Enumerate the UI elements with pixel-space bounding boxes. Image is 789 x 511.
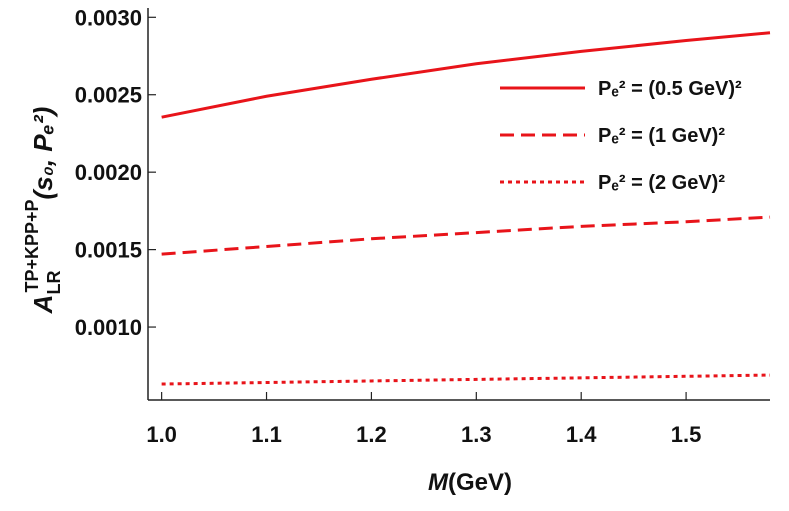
- x-tick-label: 1.2: [356, 422, 387, 447]
- x-label-unit: (GeV): [448, 469, 512, 496]
- y-label-base: A: [28, 295, 58, 315]
- x-tick-label: 1.0: [146, 422, 177, 447]
- legend-label: Pₑ² = (1 GeV)²: [598, 125, 725, 147]
- series-line: [161, 31, 771, 119]
- x-label-var: M: [428, 469, 449, 496]
- x-axis-label: M(GeV): [428, 469, 512, 496]
- y-label-sub: LR: [44, 271, 64, 295]
- y-tick-label: 0.0025: [75, 83, 142, 108]
- x-tick-label: 1.4: [566, 422, 597, 447]
- y-label-sup: TP+KPP+P: [22, 200, 42, 293]
- x-tick-label: 1.1: [251, 422, 282, 447]
- x-tick-label: 1.3: [461, 422, 492, 447]
- y-tick-label: 0.0030: [75, 5, 142, 30]
- series-line: [161, 373, 771, 386]
- legend-label: Pₑ² = (2 GeV)²: [598, 172, 725, 194]
- y-tick-label: 0.0020: [75, 160, 142, 185]
- x-tick-label: 1.5: [671, 422, 702, 447]
- series-line: [161, 215, 771, 256]
- y-axis-label: ALRTP+KPP+P(s₀, Pₑ²): [22, 107, 64, 315]
- y-label-args: (s₀, Pₑ²): [28, 107, 58, 200]
- y-tick-label: 0.0015: [75, 238, 142, 263]
- legend-label: Pₑ² = (0.5 GeV)²: [598, 78, 742, 100]
- y-tick-label: 0.0010: [75, 315, 142, 340]
